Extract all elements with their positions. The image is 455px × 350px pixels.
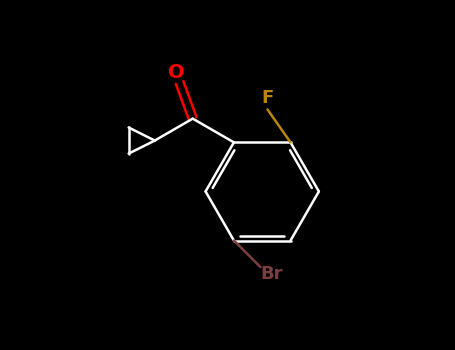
Text: F: F	[261, 90, 273, 107]
Text: O: O	[168, 63, 185, 82]
Text: Br: Br	[260, 265, 283, 284]
